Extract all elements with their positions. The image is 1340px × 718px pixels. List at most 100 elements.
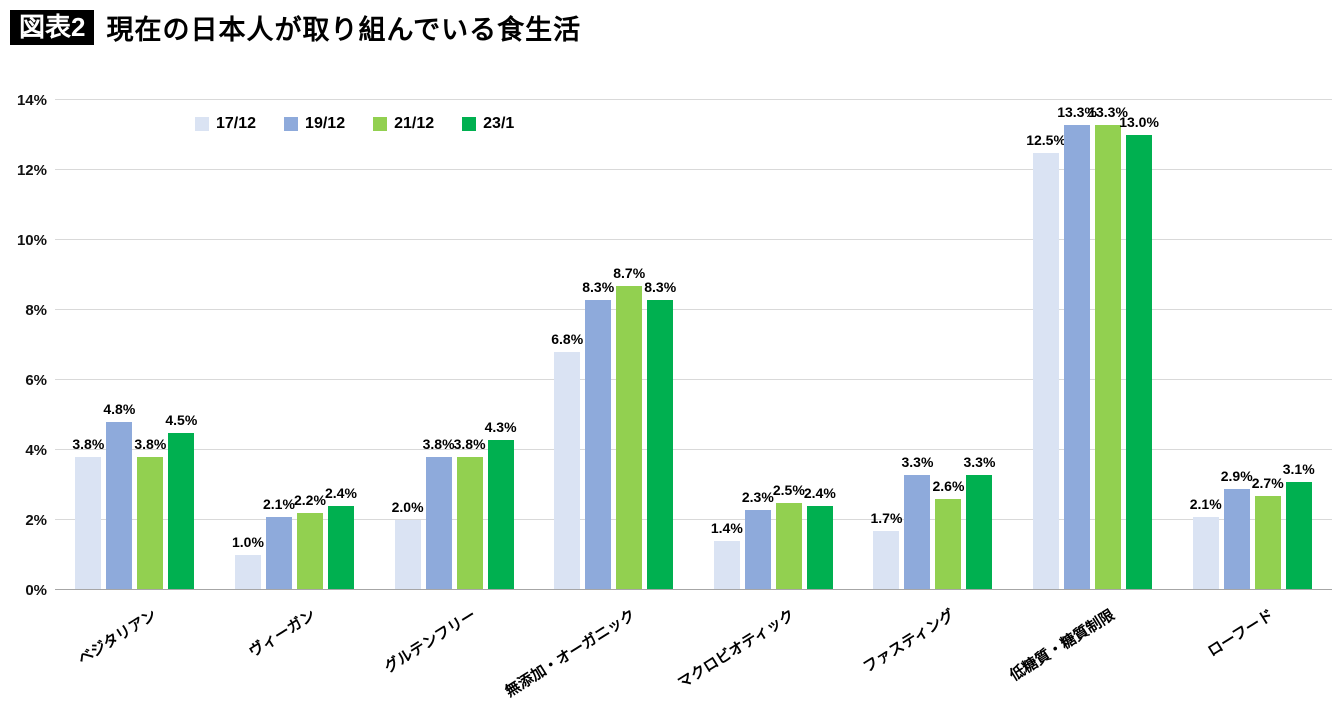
- bar-value-label: 3.3%: [963, 453, 996, 470]
- bar-value-label: 3.3%: [901, 453, 934, 470]
- bar-series-21/12: 2.2%: [294, 492, 326, 590]
- bar-series-19/12: 2.1%: [263, 496, 295, 590]
- bar-value-label: 2.3%: [741, 488, 774, 505]
- bar-series-19/12: 13.3%: [1057, 104, 1097, 590]
- bar-group: 2.1% 2.9% 2.7% 3.1% ローフード: [1172, 100, 1332, 661]
- x-axis-line: [55, 589, 1332, 590]
- bar-value-label: 12.5%: [1026, 131, 1066, 148]
- bar-value-label: 2.6%: [932, 478, 965, 494]
- bar-series-21/12: 3.8%: [454, 436, 486, 590]
- x-axis-category-label: ベジタリアン: [74, 606, 160, 669]
- legend-label: 23/1: [483, 115, 515, 132]
- title-badge: 図表2: [10, 9, 95, 46]
- bar-value-label: 2.4%: [803, 485, 836, 501]
- bar-value-label: 8.3%: [582, 278, 615, 295]
- x-axis-category-label: ファスティング: [860, 606, 958, 677]
- bar-value-label: 2.0%: [391, 499, 424, 515]
- bar-value-label: 4.3%: [484, 418, 517, 435]
- gridline: [55, 99, 1332, 100]
- bar-value-label: 2.5%: [772, 481, 805, 498]
- bar-series-17/12: 1.0%: [232, 534, 264, 590]
- bar-series-23/1: 2.4%: [325, 485, 357, 590]
- gridline: [55, 379, 1332, 380]
- y-axis-tick-label: 8%: [25, 302, 47, 320]
- bar-value-label: 4.8%: [103, 401, 136, 417]
- x-axis-category-label: 無添加・オーガニック: [502, 606, 639, 701]
- bar-series-21/12: 2.7%: [1252, 475, 1284, 590]
- bar-group: 12.5% 13.3% 13.3% 13.0% 低糖質・糖質制限: [1006, 100, 1173, 685]
- legend-item: 23/1: [462, 115, 514, 133]
- bar-series-17/12: 6.8%: [551, 331, 583, 590]
- bar-series-23/1: 3.3%: [963, 454, 995, 590]
- bar-group: 3.8% 4.8% 3.8% 4.5% ベジタリアン: [55, 100, 215, 668]
- chart-header: 図表2 現在の日本人が取り組んでいる食生活: [10, 8, 581, 47]
- bar-series-19/12: 3.8%: [423, 436, 455, 590]
- bar-series-17/12: 2.1%: [1190, 496, 1222, 590]
- bar-value-label: 1.7%: [870, 509, 903, 526]
- plot-area: 0% 2% 4% 6% 8% 10% 12% 14% 3.8% 4.8% 3.8% 4.5% ベジタリア…: [17, 92, 1332, 701]
- y-axis-tick-label: 0%: [25, 582, 47, 599]
- bar-value-label: 3.8%: [453, 436, 486, 452]
- bar-group: 6.8% 8.3% 8.7% 8.3% 無添加・オーガニック: [502, 100, 694, 701]
- bar-series-17/12: 3.8%: [72, 436, 104, 590]
- bar-value-label: 8.3%: [644, 278, 677, 295]
- bar-value-label: 2.1%: [1189, 495, 1222, 512]
- legend-label: 21/12: [394, 115, 435, 132]
- bar-value-label: 2.2%: [293, 492, 326, 508]
- y-axis-tick-label: 2%: [25, 512, 47, 530]
- legend-item: 17/12: [195, 115, 256, 133]
- bar-series-21/12: 2.6%: [932, 478, 964, 590]
- legend-item: 21/12: [373, 115, 434, 133]
- bar-value-label: 1.0%: [231, 534, 264, 550]
- bar-groups: 3.8% 4.8% 3.8% 4.5% ベジタリアン 1.0% 2.1% 2.2% 2.4% ヴィ…: [55, 100, 1332, 701]
- bar-series-23/1: 2.4%: [804, 485, 836, 590]
- bar-value-label: 3.8%: [422, 436, 455, 452]
- y-axis-tick-label: 4%: [25, 442, 47, 460]
- bar-group: 2.0% 3.8% 3.8% 4.3% グルテンフリー: [374, 100, 534, 677]
- y-axis-tick-label: 6%: [25, 372, 47, 389]
- bar-series-19/12: 2.3%: [742, 489, 774, 590]
- bar-series-17/12: 1.7%: [870, 510, 902, 590]
- bar-series-19/12: 8.3%: [582, 279, 614, 590]
- bar-chart: 0% 2% 4% 6% 8% 10% 12% 14% 3.8% 4.8% 3.8% 4.5% ベジタリア…: [0, 60, 1340, 718]
- x-axis-category-label: ローフード: [1204, 606, 1277, 661]
- bar-value-label: 1.4%: [710, 520, 743, 536]
- bar-series-19/12: 2.9%: [1221, 468, 1253, 590]
- x-axis-category-label: マクロビオティック: [675, 606, 798, 693]
- bar-series-23/1: 4.5%: [165, 412, 197, 590]
- bar-value-label: 8.7%: [613, 264, 646, 281]
- bar-series-17/12: 1.4%: [711, 520, 743, 590]
- bar-series-19/12: 3.3%: [901, 454, 933, 590]
- bar-value-label: 13.3%: [1057, 103, 1097, 120]
- gridline: [55, 449, 1332, 450]
- x-axis-category-label: ヴィーガン: [246, 606, 320, 661]
- y-axis-tick-label: 14%: [16, 92, 47, 109]
- bar-value-label: 2.4%: [324, 485, 357, 501]
- bar-value-label: 3.8%: [134, 436, 167, 452]
- bar-value-label: 2.1%: [262, 495, 295, 512]
- bar-series-17/12: 12.5%: [1026, 132, 1066, 590]
- bar-value-label: 3.1%: [1282, 460, 1315, 477]
- bar-value-label: 2.9%: [1220, 467, 1253, 484]
- gridline: [55, 169, 1332, 170]
- legend-item: 19/12: [284, 115, 345, 133]
- legend-swatch: [284, 117, 299, 131]
- bar-series-21/12: 3.8%: [134, 436, 166, 590]
- bar-series-17/12: 2.0%: [392, 499, 424, 590]
- x-axis-category-label: グルテンフリー: [380, 606, 479, 677]
- gridline: [55, 309, 1332, 310]
- legend-swatch: [462, 117, 477, 131]
- legend-label: 17/12: [216, 115, 257, 132]
- gridline: [55, 519, 1332, 520]
- bar-series-23/1: 8.3%: [644, 279, 676, 590]
- x-axis-category-label: 低糖質・糖質制限: [1006, 606, 1118, 685]
- legend: 17/12 19/12 21/12 23/1: [195, 115, 514, 133]
- bar-series-21/12: 8.7%: [613, 265, 645, 590]
- page-title: 現在の日本人が取り組んでいる食生活: [106, 15, 582, 45]
- bar-value-label: 2.7%: [1251, 474, 1284, 491]
- bar-series-19/12: 4.8%: [103, 401, 135, 590]
- bar-series-23/1: 4.3%: [485, 419, 517, 590]
- bar-value-label: 6.8%: [551, 331, 584, 347]
- legend-swatch: [373, 117, 388, 131]
- bar-value-label: 4.5%: [165, 411, 198, 428]
